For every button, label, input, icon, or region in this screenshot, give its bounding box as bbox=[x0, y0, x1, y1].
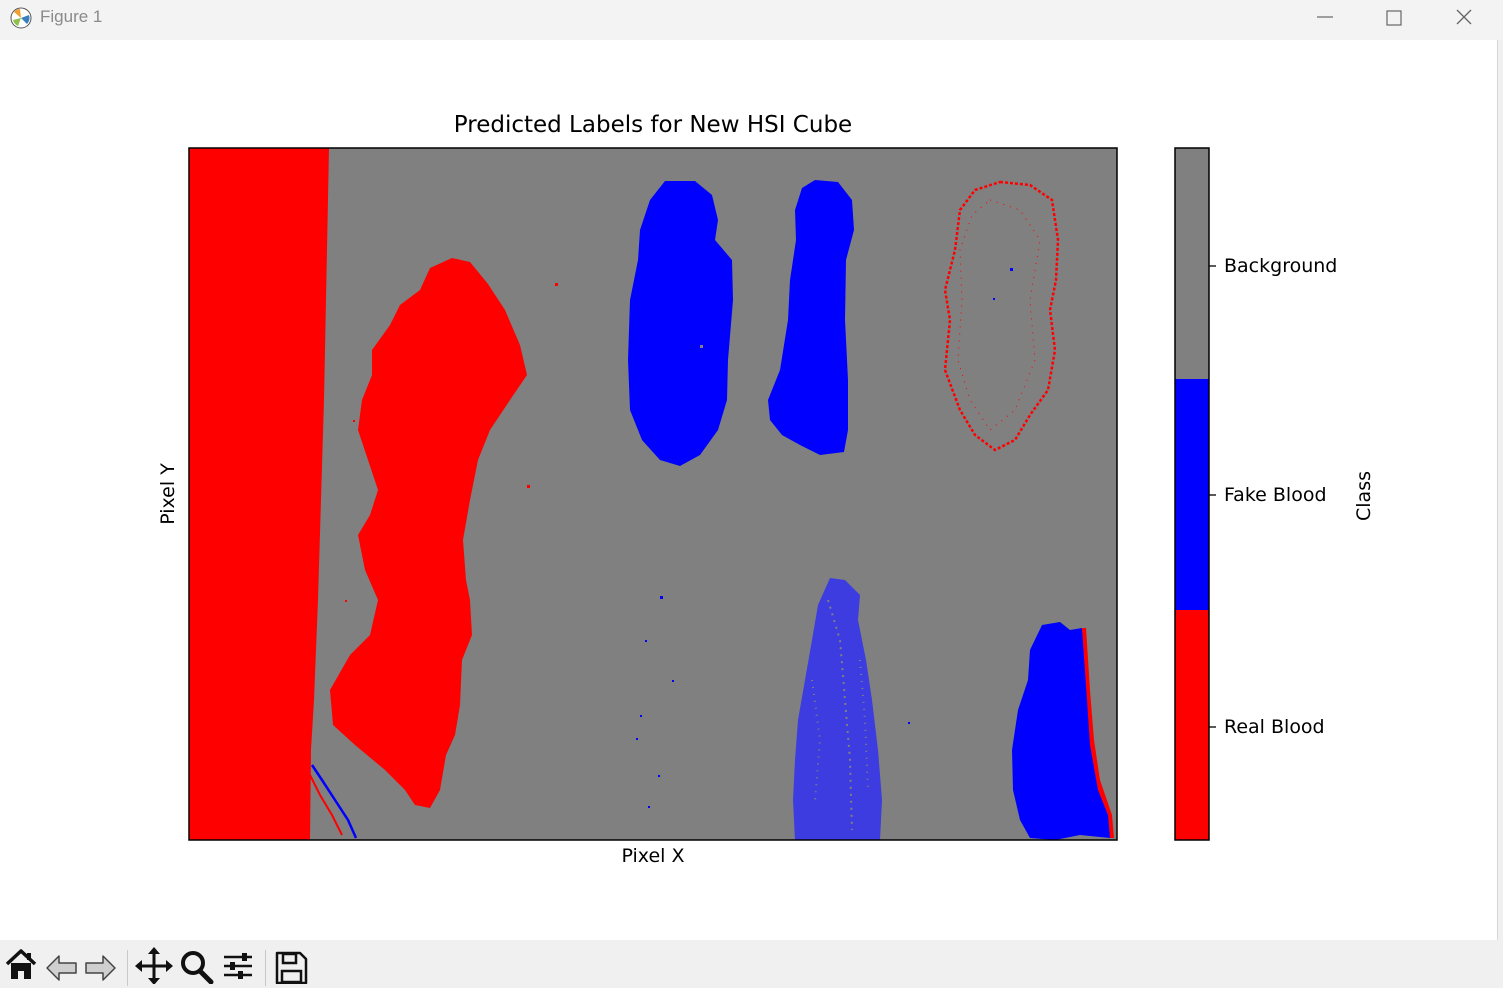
configure-subplots-button[interactable] bbox=[218, 944, 258, 984]
save-icon bbox=[275, 951, 308, 984]
window-edge bbox=[1497, 40, 1503, 940]
toolbar-separator bbox=[127, 950, 128, 986]
back-button[interactable] bbox=[42, 944, 82, 984]
real-blood-outline-region bbox=[943, 180, 1060, 452]
maximize-button[interactable] bbox=[1371, 0, 1417, 36]
close-button[interactable] bbox=[1441, 0, 1487, 36]
fake-blood-streak bbox=[310, 764, 358, 839]
home-button[interactable] bbox=[1, 944, 41, 984]
scattered-speckles bbox=[345, 268, 1013, 808]
colorbar bbox=[1174, 147, 1216, 841]
navigation-toolbar bbox=[0, 940, 1503, 988]
zoom-icon bbox=[181, 951, 214, 984]
save-button[interactable] bbox=[271, 944, 311, 984]
window-title: Figure 1 bbox=[40, 7, 103, 26]
toolbar-separator bbox=[265, 950, 266, 986]
colorbar-label: Class bbox=[1353, 471, 1375, 521]
colorbar-segment-fake-blood bbox=[1175, 379, 1209, 610]
matplotlib-app-icon bbox=[10, 7, 32, 29]
colorbar-tick-label-background: Background bbox=[1224, 255, 1338, 277]
colorbar-tick-label-fake-blood: Fake Blood bbox=[1224, 484, 1327, 506]
fake-blood-region-top-1 bbox=[628, 181, 733, 466]
minimize-button[interactable] bbox=[1302, 0, 1348, 36]
real-blood-region-bottom-right-edge bbox=[1082, 628, 1114, 838]
home-icon bbox=[5, 949, 37, 979]
minimize-icon bbox=[1317, 16, 1333, 18]
maximize-icon bbox=[1386, 10, 1402, 26]
real-blood-streak bbox=[309, 774, 343, 836]
fake-blood-region-top-2 bbox=[768, 180, 854, 455]
colorbar-segment-real-blood bbox=[1175, 610, 1209, 840]
window-titlebar: Figure 1 bbox=[0, 0, 1503, 40]
heatmap-image bbox=[189, 148, 1117, 840]
forward-icon bbox=[85, 955, 116, 981]
plot-title: Predicted Labels for New HSI Cube bbox=[453, 112, 853, 138]
back-icon bbox=[46, 955, 77, 981]
zoom-button[interactable] bbox=[176, 944, 216, 984]
colorbar-segment-background bbox=[1175, 148, 1209, 379]
colorbar-tick-label-real-blood: Real Blood bbox=[1224, 716, 1325, 738]
forward-button[interactable] bbox=[80, 944, 120, 984]
y-axis-label: Pixel Y bbox=[157, 463, 179, 525]
pan-button[interactable] bbox=[134, 944, 174, 984]
real-blood-region-left-strip bbox=[189, 148, 329, 840]
fake-blood-speckled-region bbox=[793, 578, 882, 840]
configure-icon bbox=[224, 953, 252, 979]
close-icon bbox=[1456, 9, 1472, 25]
colorbar-frame bbox=[1174, 147, 1210, 841]
axes-frame bbox=[188, 147, 1118, 841]
x-axis-label: Pixel X bbox=[621, 845, 685, 867]
real-blood-region-large-blob bbox=[330, 258, 527, 808]
pan-icon bbox=[135, 947, 173, 984]
